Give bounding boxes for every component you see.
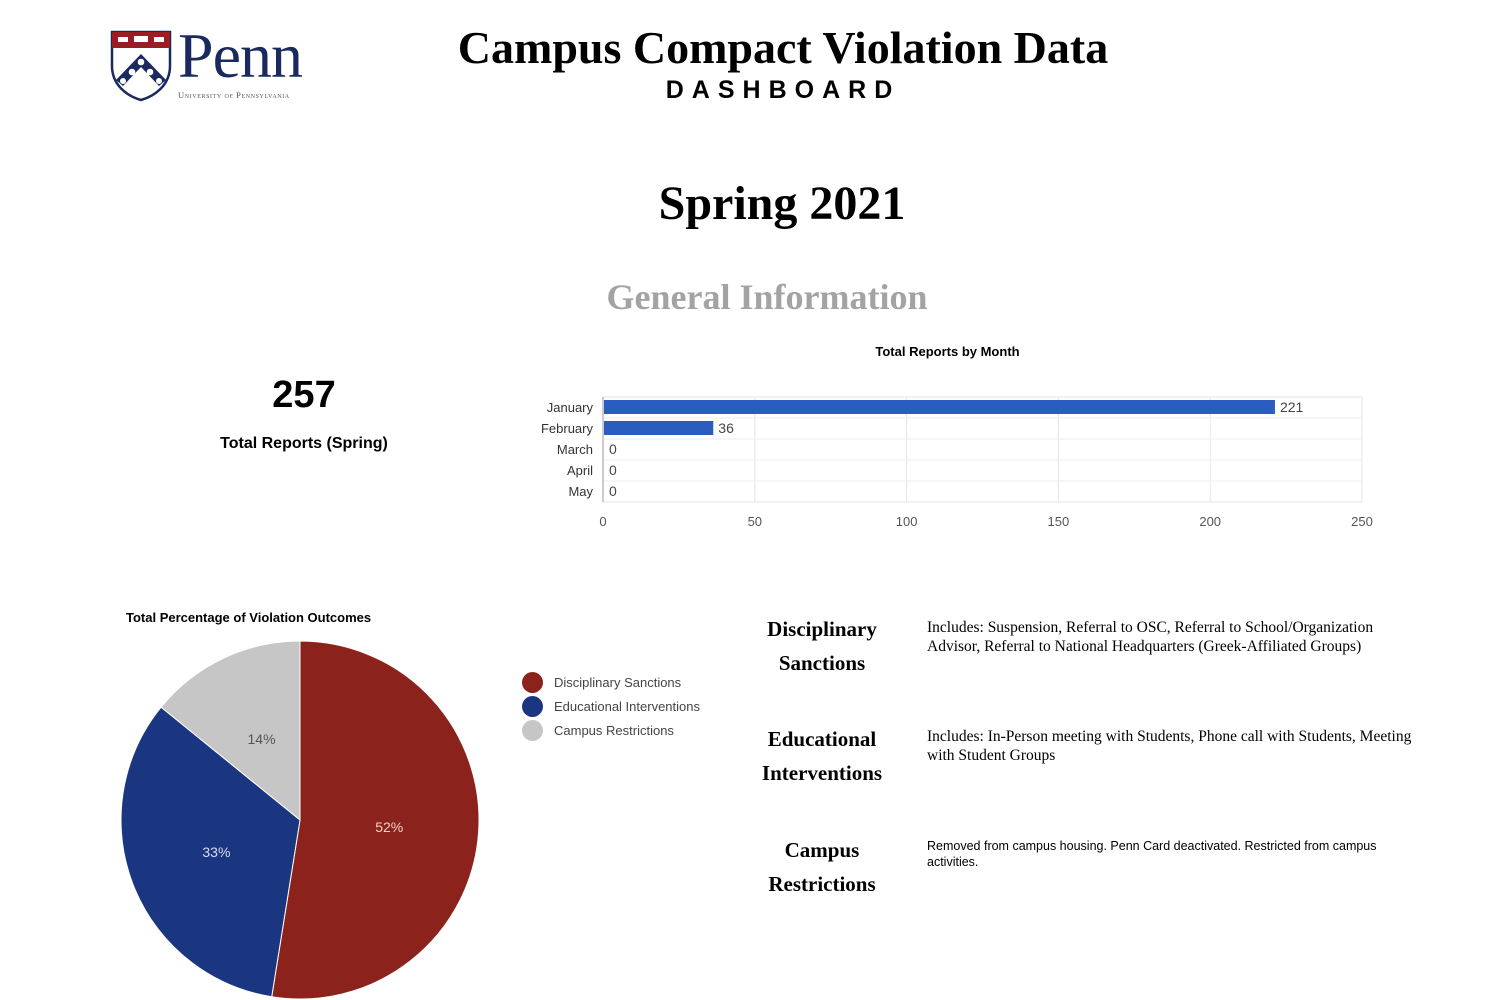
definition-disciplinary: Disciplinary Sanctions Includes: Suspens… [740, 612, 1440, 712]
dashboard-subtitle: DASHBOARD [665, 76, 901, 104]
svg-text:36: 36 [718, 420, 734, 436]
svg-text:14%: 14% [248, 731, 276, 747]
pie-chart-title: Total Percentage of Violation Outcomes [126, 610, 372, 625]
term-line: Interventions [761, 761, 883, 785]
dashboard-title: Campus Compact Violation Data [457, 22, 1109, 73]
pie-legend: Disciplinary Sanctions Educational Inter… [522, 670, 700, 742]
svg-text:221: 221 [1280, 399, 1304, 415]
svg-text:33%: 33% [202, 844, 230, 860]
svg-text:0: 0 [609, 462, 617, 478]
penn-logo: Penn University of Pennsylvania [110, 24, 330, 105]
legend-item-disciplinary: Disciplinary Sanctions [522, 670, 700, 694]
legend-item-campus: Campus Restrictions [522, 718, 700, 742]
bar-chart-title: Total Reports by Month [875, 344, 1020, 359]
definition-term: Disciplinary Sanctions [740, 612, 904, 680]
term-line: Restrictions [768, 872, 876, 896]
legend-item-educational: Educational Interventions [522, 694, 700, 718]
legend-swatch-icon [522, 719, 543, 741]
svg-text:250: 250 [1351, 514, 1373, 529]
legend-swatch-icon [522, 671, 543, 693]
bar-chart: 0 50 100 150 200 250 January 221 February 36 March… [541, 396, 1373, 529]
term-line: Sanctions [778, 651, 866, 675]
svg-text:100: 100 [896, 514, 918, 529]
svg-text:0: 0 [609, 441, 617, 457]
svg-text:0: 0 [609, 483, 617, 499]
svg-text:200: 200 [1199, 514, 1221, 529]
definition-educational: Educational Interventions Includes: In-P… [740, 722, 1440, 822]
definition-description: Includes: In-Person meeting with Student… [927, 728, 1412, 764]
section-heading: General Information [606, 277, 928, 317]
legend-label: Educational Interventions [554, 698, 700, 714]
term-line: Educational [767, 727, 877, 751]
svg-text:0: 0 [599, 514, 606, 529]
penn-shield-icon [110, 30, 172, 102]
definition-term: Campus Restrictions [740, 833, 904, 901]
total-reports-value: 257 [272, 374, 336, 416]
svg-text:March: March [557, 442, 593, 457]
svg-text:May: May [568, 484, 593, 499]
term-line: Campus [784, 838, 860, 862]
definition-campus: Campus Restrictions Removed from campus … [740, 833, 1440, 933]
term-line: Disciplinary [767, 617, 877, 641]
definition-description: Includes: Suspension, Referral to OSC, R… [927, 619, 1374, 655]
total-reports-label: Total Reports (Spring) [220, 435, 388, 452]
svg-text:50: 50 [748, 514, 762, 529]
semester-heading: Spring 2021 [658, 177, 906, 230]
logo-subtitle: University of Pennsylvania [178, 90, 290, 100]
svg-text:April: April [567, 463, 593, 478]
svg-text:February: February [541, 421, 594, 436]
pie-chart: 52% 33% 14% [120, 640, 480, 1000]
definition-description: Removed from campus housing. Penn Card d… [927, 839, 1377, 869]
svg-text:January: January [547, 400, 594, 415]
legend-label: Disciplinary Sanctions [554, 674, 682, 690]
legend-swatch-icon [522, 695, 543, 717]
svg-text:52%: 52% [375, 819, 403, 835]
legend-label: Campus Restrictions [554, 722, 674, 738]
svg-text:150: 150 [1048, 514, 1070, 529]
logo-wordmark: Penn [178, 20, 303, 91]
definition-term: Educational Interventions [740, 722, 904, 790]
